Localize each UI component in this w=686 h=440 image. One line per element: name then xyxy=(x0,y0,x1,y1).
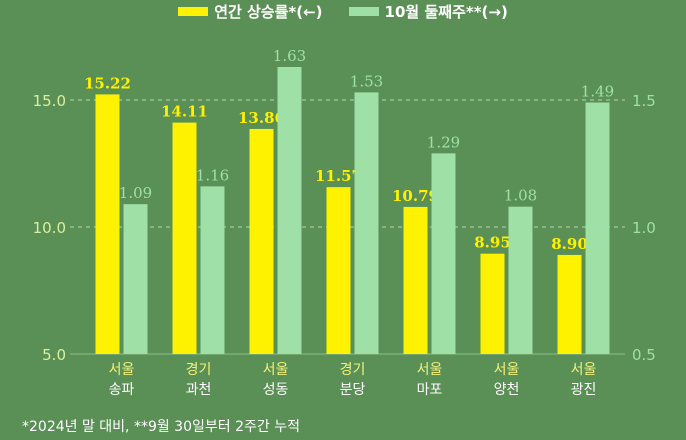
category-label-line1: 경기 xyxy=(340,362,366,378)
data-label-annual: 13.86 xyxy=(238,109,285,127)
data-label-weekly: 1.09 xyxy=(119,184,152,202)
legend-item-weekly: 10월 둘째주**(→) xyxy=(348,1,508,22)
data-label-annual: 15.22 xyxy=(84,74,131,92)
bar-weekly xyxy=(277,66,302,354)
bar-annual xyxy=(403,206,428,354)
data-label-weekly: 1.49 xyxy=(581,83,614,101)
left-axis-tick-label: 10.0 xyxy=(33,219,66,237)
bar-weekly xyxy=(431,153,456,354)
data-label-weekly: 1.29 xyxy=(427,133,460,151)
data-label-annual: 11.57 xyxy=(315,167,362,185)
left-axis-tick-label: 5.0 xyxy=(42,346,66,364)
data-label-weekly: 1.16 xyxy=(196,166,229,184)
left-axis-tick-label: 15.0 xyxy=(33,92,66,110)
legend: 연간 상승률*(←) 10월 둘째주**(→) xyxy=(0,0,686,22)
right-axis-tick-label: 0.5 xyxy=(632,346,656,364)
category-label-line1: 서울 xyxy=(494,362,520,378)
data-label-weekly: 1.53 xyxy=(350,72,383,90)
data-label-annual: 10.79 xyxy=(392,187,439,205)
bar-annual xyxy=(95,94,120,355)
right-axis-tick-label: 1.5 xyxy=(632,92,656,110)
bar-weekly xyxy=(354,92,379,354)
legend-label-annual: 연간 상승률*(←) xyxy=(214,2,323,21)
category-label-line1: 서울 xyxy=(571,362,597,378)
data-label-weekly: 1.08 xyxy=(504,187,537,205)
legend-swatch-weekly xyxy=(348,6,379,16)
bar-annual xyxy=(172,122,197,354)
data-label-annual: 8.90 xyxy=(551,235,588,253)
category-label-line2: 광진 xyxy=(571,382,597,398)
bar-annual xyxy=(557,254,582,354)
legend-swatch-annual xyxy=(178,6,209,16)
category-label-line2: 송파 xyxy=(109,382,135,398)
category-label-line1: 서울 xyxy=(417,362,443,378)
category-label-line2: 분당 xyxy=(340,382,366,398)
bar-weekly xyxy=(123,204,148,354)
data-label-annual: 8.95 xyxy=(474,234,511,252)
data-label-weekly: 1.63 xyxy=(273,47,306,65)
category-label-line2: 성동 xyxy=(263,382,289,398)
bar-annual xyxy=(326,187,351,354)
category-label-line1: 경기 xyxy=(186,362,212,378)
bar-weekly xyxy=(200,186,225,354)
bar-annual xyxy=(249,128,274,354)
bar-weekly xyxy=(508,206,533,354)
category-label-line1: 서울 xyxy=(263,362,289,378)
legend-item-annual: 연간 상승률*(←) xyxy=(178,1,323,22)
footnote: *2024년 말 대비, **9월 30일부터 2주간 누적 xyxy=(22,419,300,435)
bar-annual xyxy=(480,253,505,354)
right-axis-tick-label: 1.0 xyxy=(632,219,656,237)
bar-weekly xyxy=(585,102,610,354)
category-label-line2: 양천 xyxy=(494,382,520,398)
category-label-line1: 서울 xyxy=(109,362,135,378)
data-label-annual: 14.11 xyxy=(161,103,208,121)
legend-label-weekly: 10월 둘째주**(→) xyxy=(384,2,508,21)
category-label-line2: 과천 xyxy=(186,382,212,398)
category-label-line2: 마포 xyxy=(417,382,443,398)
